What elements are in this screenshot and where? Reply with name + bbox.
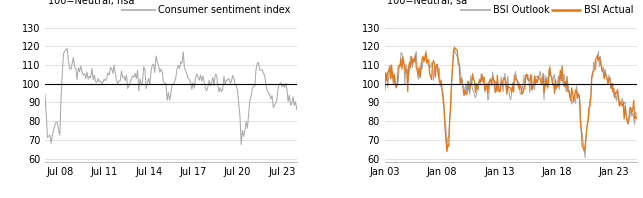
Text: BSI Actual: BSI Actual [584, 5, 633, 15]
Text: BSI Outlook: BSI Outlook [493, 5, 550, 15]
Text: 100=Neutral, sa: 100=Neutral, sa [387, 0, 467, 6]
Text: 100=Neutral, nsa: 100=Neutral, nsa [48, 0, 134, 6]
Text: Consumer sentiment index: Consumer sentiment index [158, 5, 291, 15]
